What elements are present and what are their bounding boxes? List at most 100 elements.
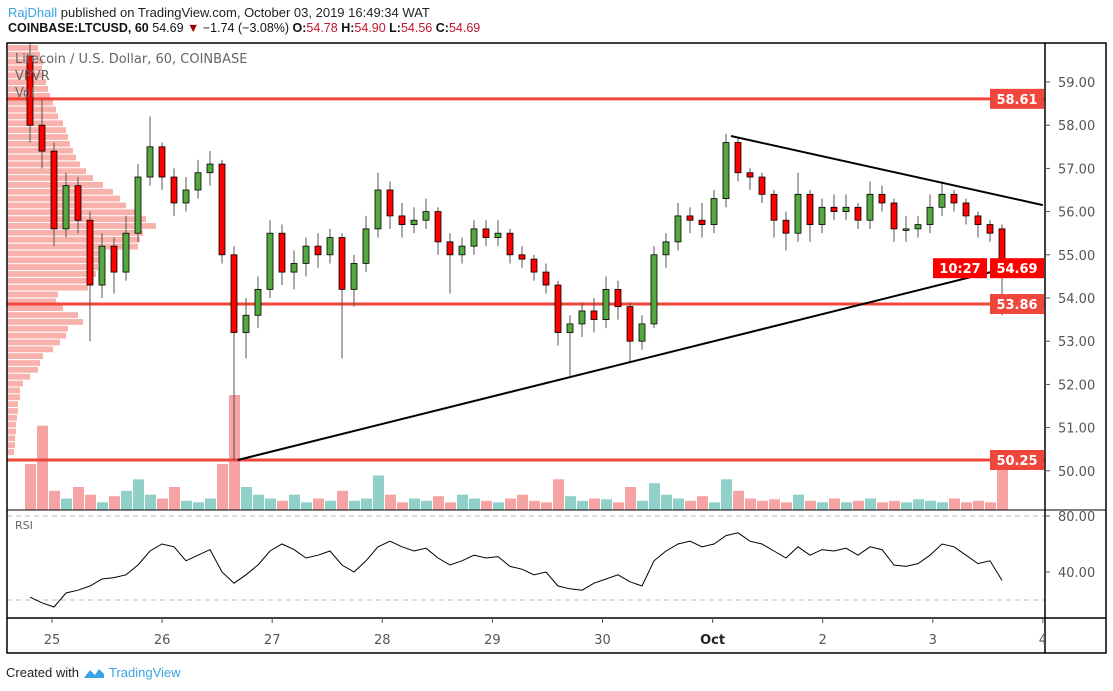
price-tick-label: 50.00 (1058, 465, 1095, 480)
volume-bar (133, 479, 144, 510)
vpvr-bar (8, 168, 86, 175)
level-price-label: 53.86 (996, 298, 1037, 313)
volume-bar (961, 502, 972, 510)
candle-body (458, 245, 466, 256)
tradingview-link[interactable]: TradingView (108, 665, 181, 680)
candle-body (494, 232, 502, 238)
candle-body (230, 254, 238, 333)
rsi-tick-label: 40.00 (1058, 566, 1095, 581)
vpvr-bar (8, 257, 100, 264)
volume-bar (577, 500, 588, 510)
volume-bar (421, 500, 432, 510)
vpvr-bar (8, 449, 14, 455)
time-tick-label: 29 (484, 633, 501, 648)
candle-body (446, 241, 454, 256)
candle-body (122, 232, 130, 273)
candle-body (878, 193, 886, 204)
candle-body (758, 176, 766, 195)
candle-body (746, 172, 754, 178)
volume-bar (517, 494, 528, 510)
candle-body (542, 271, 550, 286)
vpvr-bar (8, 134, 68, 140)
time-tick-label: 28 (374, 633, 391, 648)
candle-body (662, 241, 670, 256)
candle-body (926, 206, 934, 225)
volume-bar (805, 500, 816, 510)
candle-body (566, 323, 574, 333)
volume-bar (553, 479, 564, 510)
candle-body (638, 323, 646, 342)
price-tick-label: 56.00 (1058, 206, 1095, 221)
volume-bar (289, 494, 300, 510)
vpvr-bar (8, 394, 20, 401)
volume-bar (61, 498, 72, 510)
vpvr-bar (8, 332, 66, 339)
price-tick-label: 53.00 (1058, 335, 1095, 350)
candle-body (362, 228, 370, 264)
volume-bar (637, 500, 648, 510)
vpvr-legend[interactable]: VPVR (15, 69, 50, 84)
volume-bar (529, 500, 540, 510)
volume-bar (829, 498, 840, 510)
candle-body (914, 224, 922, 230)
volume-bar (265, 498, 276, 510)
candle-body (206, 163, 214, 174)
vol-legend[interactable]: Vol (15, 86, 35, 101)
candle-body (338, 237, 346, 290)
vpvr-bar (8, 319, 83, 325)
volume-bar (841, 502, 852, 510)
vpvr-bar (8, 428, 16, 435)
volume-bar (697, 496, 708, 510)
volume-bar (949, 498, 960, 510)
candle-body (422, 211, 430, 221)
candle-body (86, 219, 94, 286)
volume-bar (253, 494, 264, 510)
candle-body (50, 150, 58, 230)
candle-body (278, 232, 286, 273)
volume-bar (937, 502, 948, 510)
price-tick-label: 52.00 (1058, 378, 1095, 393)
volume-bar (361, 498, 372, 510)
candle-body (98, 245, 106, 286)
volume-bar (205, 498, 216, 510)
candle-body (350, 263, 358, 290)
price-tick-label: 54.00 (1058, 292, 1095, 307)
candle-body (818, 206, 826, 225)
rsi-line (29, 532, 1003, 608)
vpvr-bar (8, 229, 143, 236)
volume-bar (109, 496, 120, 510)
volume-bar (409, 498, 420, 510)
footer: Created with TradingView (6, 665, 181, 680)
candle-body (26, 55, 34, 126)
candle-body (398, 215, 406, 225)
time-tick-label: 4 (1039, 633, 1047, 648)
volume-bar (25, 464, 36, 510)
vpvr-bar (8, 277, 93, 284)
time-tick-label: Oct (700, 633, 725, 648)
volume-bar (649, 483, 660, 510)
bar-countdown-label: 10:27 (939, 262, 980, 277)
vpvr-bar (8, 346, 53, 353)
candle-body (410, 219, 418, 225)
volume-bar (745, 498, 756, 510)
time-tick-label: 3 (929, 633, 937, 648)
candle-body (314, 245, 322, 256)
volume-bar (817, 502, 828, 510)
vpvr-bar (8, 264, 98, 270)
trendline (237, 258, 1044, 461)
volume-bar (865, 498, 876, 510)
trendline (730, 135, 1044, 207)
vpvr-bar (8, 442, 15, 449)
volume-bar (793, 494, 804, 510)
volume-bar (85, 494, 96, 510)
vpvr-bar (8, 284, 88, 291)
rsi-legend[interactable]: RSI (15, 519, 33, 532)
candle-body (866, 193, 874, 221)
volume-bar (397, 502, 408, 510)
last-price-label: 54.69 (996, 262, 1037, 277)
candle-body (158, 146, 166, 178)
author-link[interactable]: RajDhall (8, 5, 58, 20)
published-text: published on TradingView.com, October 03… (57, 5, 430, 20)
volume-bar (565, 496, 576, 510)
